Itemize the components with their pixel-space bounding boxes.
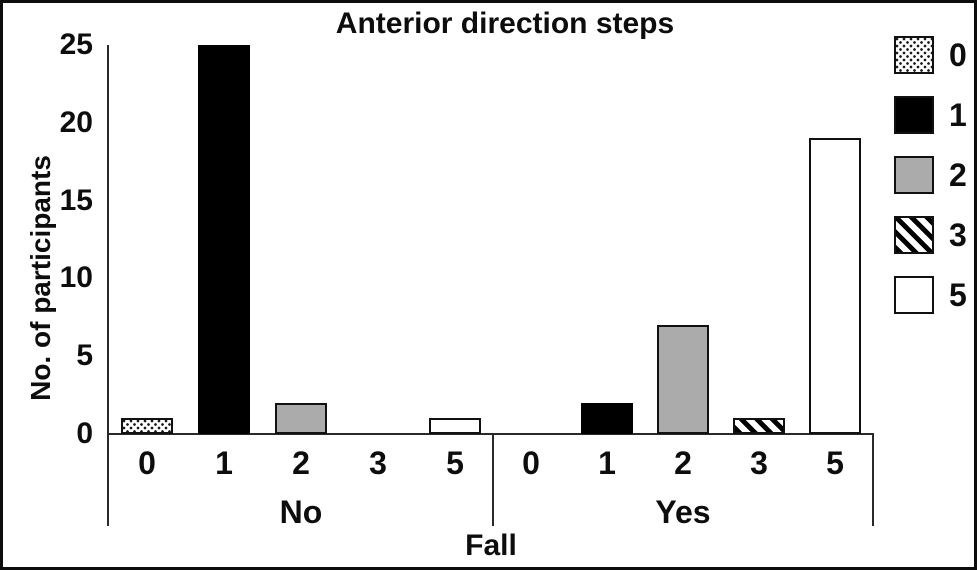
y-tick-label: 20: [59, 106, 93, 139]
legend-swatch-gray: [894, 156, 934, 194]
bar-no-5: [429, 418, 481, 434]
x-tick-label: 5: [826, 445, 844, 481]
bar-yes-1: [581, 403, 633, 434]
legend-label: 5: [949, 277, 967, 313]
y-tick-label: 5: [76, 339, 93, 372]
legend-label: 0: [949, 37, 967, 73]
x-tick-label: 0: [138, 445, 156, 481]
legend-label: 3: [949, 217, 967, 253]
x-tick-label: 5: [446, 445, 464, 481]
group-label-yes: Yes: [655, 494, 711, 530]
x-tick-label: 1: [598, 445, 616, 481]
group-label-no: No: [279, 494, 323, 530]
bar-yes-3: [733, 418, 785, 434]
legend-swatch-white: [894, 276, 934, 314]
x-tick-label: 2: [292, 445, 310, 481]
legend-label: 2: [949, 157, 967, 193]
bar-no-2: [275, 403, 327, 434]
y-axis-line: [107, 45, 109, 526]
bar-no-1: [198, 45, 250, 434]
y-tick-label: 10: [59, 261, 93, 294]
legend: 0 1 2 3 5: [894, 36, 967, 336]
legend-item-1: 1: [894, 96, 967, 134]
legend-swatch-hatch: [894, 216, 934, 254]
x-tick-label: 1: [215, 445, 233, 481]
legend-label: 1: [949, 97, 967, 133]
legend-item-2: 2: [894, 156, 967, 194]
legend-item-5: 5: [894, 276, 967, 314]
legend-item-3: 3: [894, 216, 967, 254]
y-tick-label: 15: [59, 184, 93, 217]
x-axis-line: [107, 433, 874, 435]
chart-title: Anterior direction steps: [335, 7, 675, 40]
legend-swatch-black: [894, 96, 934, 134]
legend-swatch-dotted: [894, 36, 934, 74]
plot-right-boundary-line: [872, 434, 874, 526]
bar-yes-2: [657, 325, 709, 434]
y-tick-label: 25: [59, 28, 93, 61]
x-axis-label: Fall: [465, 529, 517, 562]
x-tick-label: 3: [750, 445, 768, 481]
legend-item-0: 0: [894, 36, 967, 74]
bar-no-0: [121, 418, 173, 434]
x-tick-label: 0: [522, 445, 540, 481]
group-divider-line: [492, 434, 494, 526]
bar-yes-5: [809, 138, 861, 434]
y-tick-label: 0: [76, 417, 93, 450]
x-tick-label: 2: [674, 445, 692, 481]
x-tick-label: 3: [369, 445, 387, 481]
